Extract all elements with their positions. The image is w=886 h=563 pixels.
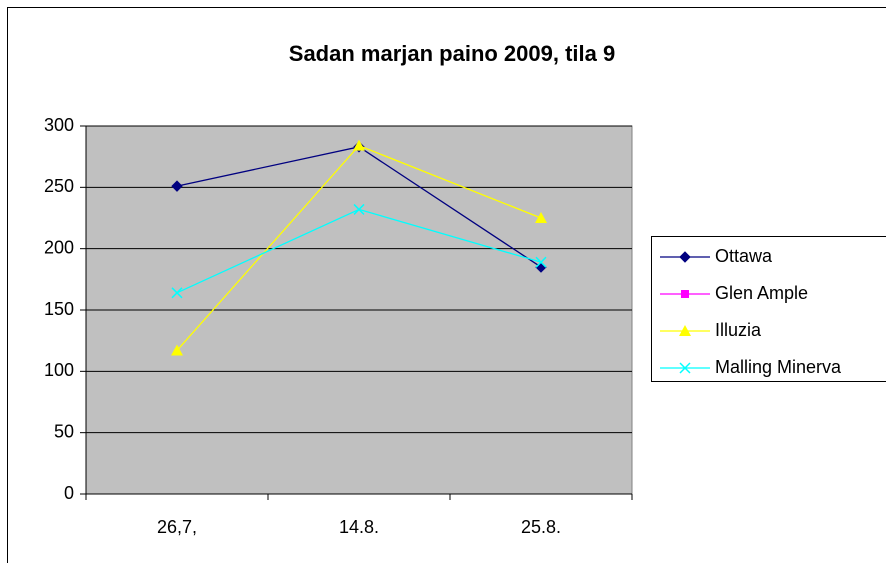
marker	[679, 325, 691, 336]
marker	[353, 139, 365, 151]
marker	[535, 256, 547, 268]
chart-title: Sadan marjan paino 2009, tila 9	[289, 41, 615, 66]
y-tick-label: 200	[44, 237, 74, 257]
legend-label: Ottawa	[715, 246, 773, 266]
y-tick-label: 50	[54, 421, 74, 441]
marker	[679, 251, 691, 263]
legend-box	[651, 236, 886, 382]
legend-label: Illuzia	[715, 320, 762, 340]
marker	[353, 203, 365, 215]
x-tick-label: 14.8.	[339, 517, 379, 537]
y-tick-label: 100	[44, 360, 74, 380]
legend-label: Malling Minerva	[715, 357, 842, 377]
y-tick-label: 150	[44, 299, 74, 319]
y-tick-label: 300	[44, 115, 74, 135]
marker	[679, 362, 691, 374]
x-tick-label: 26,7,	[157, 517, 197, 537]
marker	[171, 180, 183, 192]
marker	[171, 344, 183, 356]
y-tick-label: 0	[64, 483, 74, 503]
marker	[171, 287, 183, 299]
x-tick-label: 25.8.	[521, 517, 561, 537]
y-tick-label: 250	[44, 176, 74, 196]
legend-label: Glen Ample	[715, 283, 808, 303]
marker	[681, 290, 689, 298]
marker	[535, 212, 547, 223]
